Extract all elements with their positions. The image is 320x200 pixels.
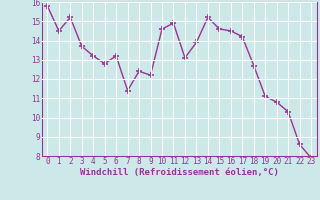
X-axis label: Windchill (Refroidissement éolien,°C): Windchill (Refroidissement éolien,°C) [80, 168, 279, 177]
